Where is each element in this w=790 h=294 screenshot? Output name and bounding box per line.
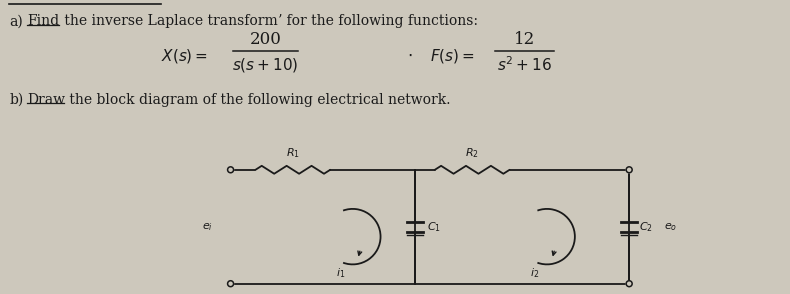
Text: $i_2$: $i_2$ xyxy=(530,266,540,280)
Text: Find: Find xyxy=(28,14,59,28)
Text: $R_2$: $R_2$ xyxy=(465,146,480,160)
Text: $s(s+10)$: $s(s+10)$ xyxy=(232,56,299,74)
Text: $\cdot$: $\cdot$ xyxy=(407,47,412,64)
Text: Draw: Draw xyxy=(28,93,66,106)
Text: 12: 12 xyxy=(514,31,535,48)
Circle shape xyxy=(228,281,234,287)
Text: the inverse Laplace transformʼ for the following functions:: the inverse Laplace transformʼ for the f… xyxy=(60,14,478,28)
Text: $F(s) =$: $F(s) =$ xyxy=(430,47,475,65)
Text: $C_1$: $C_1$ xyxy=(427,220,441,234)
Text: the block diagram of the following electrical network.: the block diagram of the following elect… xyxy=(65,93,450,106)
Text: $e_o$: $e_o$ xyxy=(664,221,677,233)
Circle shape xyxy=(626,281,632,287)
Text: $X(s) =$: $X(s) =$ xyxy=(161,47,208,65)
Text: $C_2$: $C_2$ xyxy=(639,220,653,234)
Text: $i_1$: $i_1$ xyxy=(336,266,345,280)
Text: $e_i$: $e_i$ xyxy=(201,221,213,233)
Text: $s^2+16$: $s^2+16$ xyxy=(497,56,552,74)
Text: 200: 200 xyxy=(250,31,281,48)
Circle shape xyxy=(228,167,234,173)
Text: $R_1$: $R_1$ xyxy=(286,146,300,160)
Text: a): a) xyxy=(9,14,23,28)
Text: b): b) xyxy=(9,93,24,106)
Circle shape xyxy=(626,167,632,173)
